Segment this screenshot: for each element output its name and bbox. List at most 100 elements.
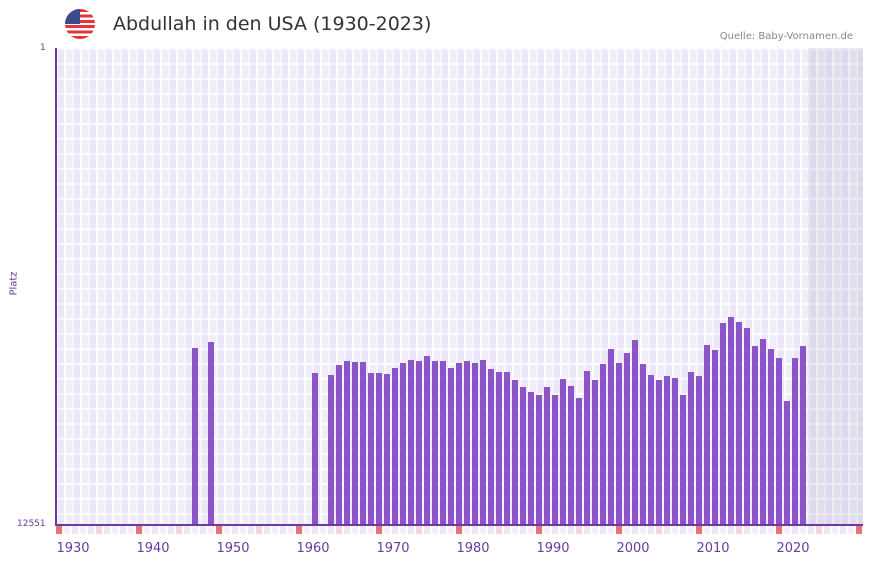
bar-1974[interactable] xyxy=(424,355,430,524)
x-label-2020: 2020 xyxy=(776,541,810,556)
marker-cell xyxy=(104,526,110,534)
marker-cell xyxy=(688,526,694,534)
marker-cell xyxy=(680,526,686,534)
marker-cell xyxy=(776,526,782,534)
bar-1963[interactable] xyxy=(336,364,342,524)
bar-1945[interactable] xyxy=(192,347,198,524)
bar-1978[interactable] xyxy=(456,362,462,524)
x-label-2000: 2000 xyxy=(616,541,650,556)
chart-title: Abdullah in den USA (1930-2023) xyxy=(113,13,432,35)
bar-1988[interactable] xyxy=(536,394,542,524)
bar-2000[interactable] xyxy=(632,339,638,524)
marker-cell xyxy=(352,526,358,534)
marker-cell xyxy=(152,526,158,534)
bar-2015[interactable] xyxy=(752,345,758,524)
bar-2020[interactable] xyxy=(792,357,798,524)
bar-1980[interactable] xyxy=(472,362,478,524)
marker-cell xyxy=(608,526,614,534)
marker-cell xyxy=(184,526,190,534)
bar-2010[interactable] xyxy=(712,349,718,524)
bar-2011[interactable] xyxy=(720,322,726,524)
bar-1962[interactable] xyxy=(328,374,334,524)
marker-cell xyxy=(560,526,566,534)
bar-1970[interactable] xyxy=(392,367,398,524)
bar-2009[interactable] xyxy=(704,344,710,524)
bar-1983[interactable] xyxy=(496,371,502,524)
bar-1975[interactable] xyxy=(432,360,438,524)
bar-2016[interactable] xyxy=(760,338,766,524)
marker-cell xyxy=(728,526,734,534)
bar-1971[interactable] xyxy=(400,362,406,524)
bar-1987[interactable] xyxy=(528,391,534,524)
marker-cell xyxy=(408,526,414,534)
bar-2012[interactable] xyxy=(728,316,734,524)
bar-2019[interactable] xyxy=(784,400,790,524)
marker-cell xyxy=(392,526,398,534)
marker-cell xyxy=(768,526,774,534)
marker-cell xyxy=(784,526,790,534)
bar-1947[interactable] xyxy=(208,341,214,524)
marker-cell xyxy=(704,526,710,534)
bar-2013[interactable] xyxy=(736,321,742,524)
marker-cell xyxy=(480,526,486,534)
marker-cell xyxy=(240,526,246,534)
bar-1986[interactable] xyxy=(520,386,526,524)
bar-2017[interactable] xyxy=(768,348,774,524)
bar-1982[interactable] xyxy=(488,368,494,524)
bar-1966[interactable] xyxy=(360,361,366,524)
marker-cell xyxy=(136,526,142,534)
marker-cell xyxy=(232,526,238,534)
bar-2004[interactable] xyxy=(664,375,670,524)
bar-1981[interactable] xyxy=(480,359,486,524)
bar-1968[interactable] xyxy=(376,372,382,524)
bar-2007[interactable] xyxy=(688,371,694,524)
bar-2018[interactable] xyxy=(776,357,782,524)
marker-cell xyxy=(248,526,254,534)
x-label-1940: 1940 xyxy=(136,541,170,556)
bar-1967[interactable] xyxy=(368,372,374,524)
marker-cell xyxy=(640,526,646,534)
bar-1977[interactable] xyxy=(448,367,454,524)
bar-2014[interactable] xyxy=(744,327,750,524)
bar-1969[interactable] xyxy=(384,373,390,524)
bar-1972[interactable] xyxy=(408,359,414,524)
marker-cell xyxy=(848,526,854,534)
marker-cell xyxy=(216,526,222,534)
marker-cell xyxy=(632,526,638,534)
marker-cell xyxy=(472,526,478,534)
bar-2006[interactable] xyxy=(680,394,686,524)
bar-2021[interactable] xyxy=(800,345,806,524)
bar-2008[interactable] xyxy=(696,376,702,524)
marker-cell xyxy=(576,526,582,534)
bar-2002[interactable] xyxy=(648,374,654,524)
bar-1976[interactable] xyxy=(440,360,446,524)
bar-2003[interactable] xyxy=(656,379,662,524)
bar-1960[interactable] xyxy=(312,372,318,524)
bar-1997[interactable] xyxy=(608,348,614,524)
bar-1998[interactable] xyxy=(616,362,622,524)
bar-1964[interactable] xyxy=(344,360,350,524)
marker-cell xyxy=(376,526,382,534)
marker-cell xyxy=(176,526,182,534)
marker-cell xyxy=(856,526,862,534)
marker-cell xyxy=(112,526,118,534)
bar-2005[interactable] xyxy=(672,377,678,524)
bar-1994[interactable] xyxy=(584,370,590,524)
bar-1965[interactable] xyxy=(352,361,358,524)
bar-1984[interactable] xyxy=(504,371,510,524)
bar-2001[interactable] xyxy=(640,363,646,524)
bar-1979[interactable] xyxy=(464,360,470,524)
marker-cell xyxy=(464,526,470,534)
source-label: Quelle: Baby-Vornamen.de xyxy=(719,31,853,42)
bar-1990[interactable] xyxy=(552,394,558,524)
bar-1991[interactable] xyxy=(560,378,566,524)
bar-1985[interactable] xyxy=(512,379,518,524)
bar-1989[interactable] xyxy=(544,386,550,524)
bar-1996[interactable] xyxy=(600,363,606,524)
bar-1973[interactable] xyxy=(416,360,422,524)
bar-1992[interactable] xyxy=(568,385,574,524)
bar-1999[interactable] xyxy=(624,352,630,524)
bar-1993[interactable] xyxy=(576,397,582,524)
bar-1995[interactable] xyxy=(592,379,598,524)
x-label-1950: 1950 xyxy=(216,541,250,556)
